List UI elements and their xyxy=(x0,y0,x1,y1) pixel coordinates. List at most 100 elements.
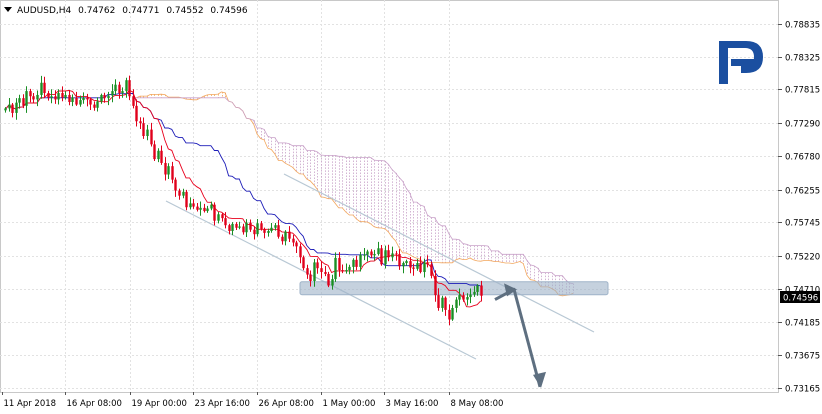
channel-upper-line xyxy=(283,173,595,333)
candle-down xyxy=(93,104,96,108)
candle-down xyxy=(395,253,398,255)
collapse-triangle-icon[interactable] xyxy=(4,7,12,12)
candle-up xyxy=(455,299,458,308)
candle-down xyxy=(281,236,284,242)
candle-up xyxy=(146,129,149,137)
candle-up xyxy=(50,96,53,98)
candle-down xyxy=(89,99,92,105)
candle-up xyxy=(82,97,85,101)
x-tick-label: 8 May 08:00 xyxy=(451,399,504,409)
candle-down xyxy=(324,272,327,274)
candle-up xyxy=(405,261,408,264)
symbol-name: AUDUSD,H4 xyxy=(17,6,72,16)
candle-up xyxy=(64,94,67,98)
candle-down xyxy=(128,80,131,97)
candle-down xyxy=(171,166,174,180)
y-axis: 0.78835 0.78325 0.77815 0.77290 0.76780 0.762… xyxy=(778,21,820,395)
candle-down xyxy=(327,273,330,286)
y-tick-label: 0.75220 xyxy=(785,253,820,263)
candle-up xyxy=(125,80,128,92)
candle-down xyxy=(150,129,153,145)
y-tick-label: 0.74185 xyxy=(785,319,820,329)
candle-up xyxy=(284,231,287,242)
candle-up xyxy=(189,203,192,208)
candle-up xyxy=(71,97,74,103)
symbol-info: AUDUSD,H4 0.74762 0.74771 0.74552 0.7459… xyxy=(17,6,248,16)
candle-up xyxy=(15,102,18,113)
x-tick-label: 11 Apr 2018 xyxy=(4,399,57,409)
candle-up xyxy=(157,150,160,160)
candle-up xyxy=(476,285,479,292)
candle-up xyxy=(210,204,213,209)
candle-up xyxy=(107,95,110,99)
candle-down xyxy=(153,144,156,160)
candle-up xyxy=(267,230,270,233)
candle-up xyxy=(352,259,355,267)
candle-up xyxy=(245,222,248,233)
trend-channels xyxy=(165,173,595,360)
candle-up xyxy=(111,91,114,96)
plot-area xyxy=(0,0,779,393)
senkou-span-b-line xyxy=(132,97,574,284)
candle-down xyxy=(263,229,266,233)
candle-down xyxy=(426,262,429,265)
candle-up xyxy=(416,263,419,269)
forecast-arrow-head xyxy=(533,371,546,388)
candle-down xyxy=(434,275,437,296)
roboforex-logo xyxy=(719,41,763,84)
candle-down xyxy=(444,297,447,310)
candle-down xyxy=(178,190,181,196)
candle-down xyxy=(299,246,302,258)
candle-down xyxy=(277,225,280,237)
candle-up xyxy=(25,91,28,106)
candle-up xyxy=(334,257,337,280)
x-tick-label: 1 May 00:00 xyxy=(323,399,376,409)
candle-down xyxy=(309,274,312,282)
candle-down xyxy=(249,222,252,230)
candle-down xyxy=(306,268,309,275)
candle-up xyxy=(217,214,220,221)
candle-down xyxy=(448,309,451,320)
candle-down xyxy=(430,264,433,276)
candle-down xyxy=(302,257,305,269)
forecast-arrow-bounce-head xyxy=(504,283,517,297)
y-tick-label: 0.74710 xyxy=(785,286,820,296)
candle-up xyxy=(359,254,362,267)
candle-down xyxy=(196,206,199,210)
candle-down xyxy=(387,250,390,258)
current-price-label: 0.74596 xyxy=(783,294,818,304)
candle-up xyxy=(238,226,241,228)
x-tick-label: 23 Apr 16:00 xyxy=(195,399,250,409)
candle-up xyxy=(231,223,234,231)
candle-down xyxy=(338,257,341,271)
candle-down xyxy=(412,267,415,269)
candle-down xyxy=(43,82,46,94)
candle-down xyxy=(32,96,35,100)
candle-down xyxy=(11,104,14,113)
candle-down xyxy=(203,207,206,212)
candle-down xyxy=(139,121,142,124)
candle-down xyxy=(118,84,121,94)
candle-up xyxy=(402,263,405,267)
candle-down xyxy=(260,223,263,230)
y-tick-label: 0.77290 xyxy=(785,120,820,130)
candle-down xyxy=(242,226,245,233)
grid xyxy=(0,0,778,392)
candle-down xyxy=(132,96,135,106)
candle-up xyxy=(8,104,11,109)
y-tick-label: 0.73675 xyxy=(785,352,820,362)
candle-up xyxy=(121,91,124,94)
candle-up xyxy=(256,223,259,235)
candle-up xyxy=(96,101,99,108)
candle-down xyxy=(192,203,195,207)
candle-up xyxy=(458,295,461,300)
ichimoku-cloud xyxy=(132,91,574,297)
candle-up xyxy=(167,166,170,175)
y-tick-label: 0.76780 xyxy=(785,153,820,163)
candle-down xyxy=(54,96,57,100)
candle-down xyxy=(160,150,163,163)
candle-up xyxy=(451,307,454,320)
y-tick-label: 0.78835 xyxy=(785,21,820,31)
candle-up xyxy=(182,191,185,196)
channel-lower-line xyxy=(165,200,477,360)
